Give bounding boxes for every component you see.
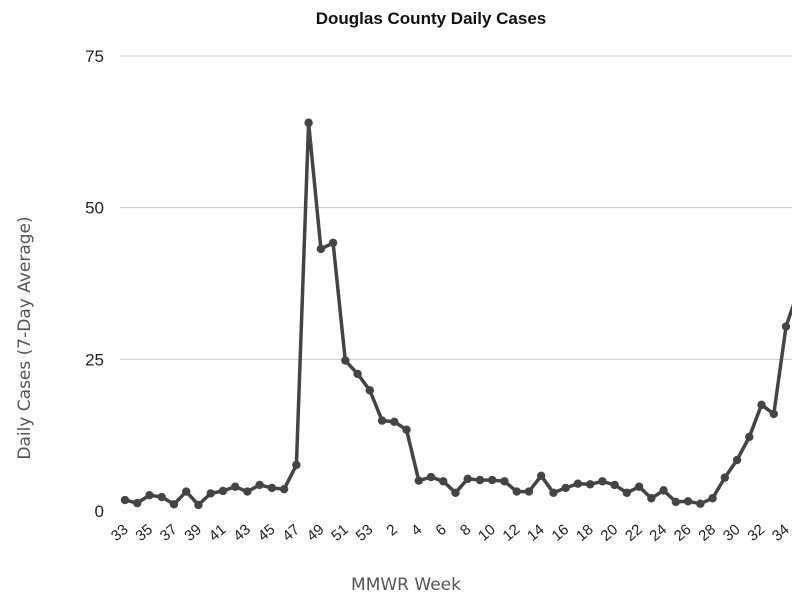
data-point (647, 494, 656, 503)
data-point (720, 473, 729, 482)
data-point (610, 480, 619, 490)
data-point (390, 417, 399, 427)
data-point (622, 488, 632, 497)
data-point (561, 483, 570, 493)
data-point (243, 487, 252, 496)
x-tick-label: 33 (108, 521, 132, 545)
data-point (769, 409, 778, 419)
x-tick-label: 18 (573, 521, 597, 545)
data-point (267, 483, 277, 493)
data-point (512, 487, 521, 496)
data-point (683, 497, 693, 506)
data-point (341, 356, 350, 365)
y-axis-label: Daily Cases (7-Day Average) (15, 216, 35, 459)
data-point (426, 472, 436, 482)
x-tick-label: 32 (744, 521, 768, 545)
data-point (182, 487, 191, 496)
data-point (169, 500, 179, 509)
data-point (120, 495, 130, 505)
data-point (414, 476, 423, 485)
x-tick-label: 16 (549, 521, 573, 545)
x-tick-label: 41 (206, 521, 230, 545)
data-point (549, 488, 558, 497)
x-tick-label: 8 (457, 521, 474, 539)
chart-title: Douglas County Daily Cases (316, 9, 547, 28)
data-point (659, 486, 668, 495)
data-point (524, 487, 534, 496)
x-tick-label: 49 (304, 521, 328, 545)
data-point (573, 479, 583, 488)
x-tick-label: 6 (433, 521, 450, 539)
y-tick-label: 25 (85, 350, 104, 369)
data-point (598, 477, 607, 486)
data-point (634, 482, 644, 491)
x-tick-label: 45 (255, 521, 279, 545)
x-tick-label: 12 (500, 521, 524, 545)
data-point (194, 500, 203, 510)
gridlines (120, 55, 792, 360)
x-tick-label: 35 (132, 521, 156, 545)
data-point (671, 497, 681, 507)
x-tick-label: 28 (695, 521, 719, 545)
data-point (230, 482, 240, 491)
data-point (353, 369, 362, 379)
data-point (218, 486, 228, 496)
data-point (304, 118, 313, 127)
series-layer (120, 118, 792, 510)
x-tick-label: 14 (524, 521, 548, 545)
x-tick-label: 22 (622, 521, 646, 545)
data-point (732, 455, 742, 465)
x-tick-label: 24 (646, 521, 670, 545)
data-point (745, 432, 754, 442)
x-tick-label: 39 (181, 521, 205, 545)
data-point (536, 471, 546, 481)
data-point (757, 400, 766, 410)
y-tick-label: 50 (85, 199, 104, 218)
data-point (500, 477, 509, 486)
data-point (402, 425, 411, 434)
x-tick-labels: 33 35 37 39 41 43 45 47 49 51 53 2 4 6 8 10 12 14 16 18 20 22… (108, 521, 792, 545)
data-point (696, 499, 705, 508)
x-tick-label: 53 (353, 521, 377, 545)
data-point (377, 416, 387, 425)
data-point (292, 460, 301, 470)
data-point (708, 494, 717, 503)
data-point (365, 386, 375, 395)
data-point (157, 492, 166, 502)
data-point (475, 475, 485, 485)
x-tick-label: 51 (328, 521, 352, 545)
data-point (255, 480, 264, 490)
x-tick-label: 10 (475, 521, 499, 545)
x-tick-label: 30 (720, 521, 744, 545)
x-tick-label: 34 (769, 521, 792, 545)
data-point (463, 474, 472, 484)
y-tick-label: 75 (85, 47, 104, 66)
x-tick-label: 20 (597, 521, 621, 545)
data-point (279, 484, 289, 494)
x-tick-label: 43 (230, 521, 254, 545)
data-point (585, 480, 595, 489)
data-point (488, 475, 497, 485)
series-line (123, 120, 792, 507)
x-tick-label: 37 (157, 521, 181, 545)
data-point (781, 322, 791, 331)
x-tick-label: 2 (384, 521, 401, 539)
y-tick-label: 0 (95, 502, 104, 521)
x-tick-label: 47 (279, 521, 303, 545)
y-tick-labels: 0 25 50 75 (85, 47, 104, 521)
data-point (206, 489, 215, 498)
data-point (328, 238, 338, 248)
data-point (133, 498, 142, 508)
data-point (451, 488, 460, 497)
x-tick-label: 26 (671, 521, 695, 545)
x-axis-label: MMWR Week (351, 575, 461, 595)
data-point (145, 491, 154, 500)
data-point (439, 477, 448, 486)
data-point (316, 244, 326, 254)
x-tick-label: 4 (408, 521, 425, 539)
